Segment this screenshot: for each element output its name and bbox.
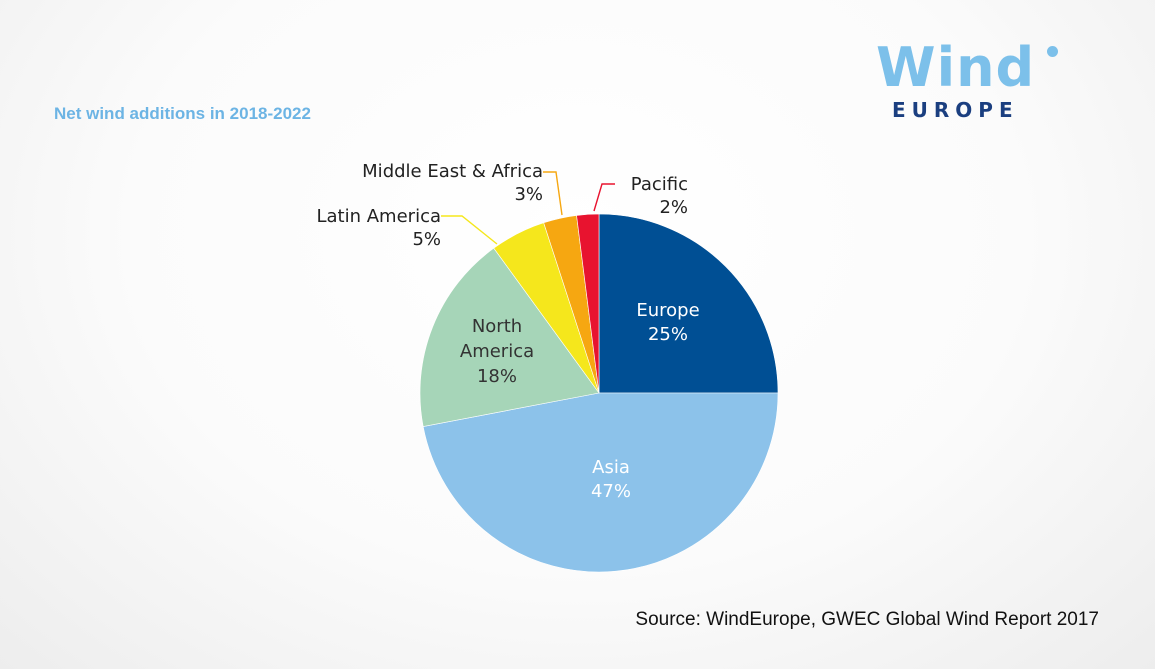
- data-label-north-america-percent: 18%: [477, 366, 517, 387]
- slice-label-north-america-line-1: North: [472, 316, 522, 337]
- data-label-latin-america-percent: 5%: [412, 229, 441, 250]
- pie-slice-europe: [598, 213, 779, 394]
- leader-line-latin-america: [441, 215, 498, 245]
- data-label-pacific-percent: 2%: [659, 197, 688, 218]
- logo-europe-text: EUROPE: [892, 98, 1019, 122]
- data-label-europe-percent: 25%: [648, 324, 688, 345]
- slice-label-europe: Europe: [636, 300, 699, 321]
- slice-label-north-america-line-2: America: [460, 341, 534, 362]
- logo-wind-text: Wind: [876, 36, 1036, 99]
- pie-slice-pacific: [576, 213, 600, 394]
- logo-dot-icon: [1047, 46, 1058, 57]
- slice-label-middle-east-and-africa: Middle East & Africa: [362, 161, 543, 182]
- pie-slice-north-america: [419, 247, 600, 427]
- leader-line-pacific: [593, 183, 615, 212]
- leader-line-middle-east-and-africa: [543, 171, 563, 216]
- windeurope-logo: Wind EUROPE: [872, 36, 1072, 126]
- source-note: Source: WindEurope, GWEC Global Wind Rep…: [635, 609, 1099, 630]
- slice-label-asia: Asia: [592, 457, 630, 478]
- slice-label-latin-america: Latin America: [317, 206, 442, 227]
- data-label-asia-percent: 47%: [591, 481, 631, 502]
- slice-label-pacific: Pacific: [631, 174, 688, 195]
- data-label-middle-east-and-africa-percent: 3%: [514, 184, 543, 205]
- pie-slice-asia: [422, 392, 779, 573]
- chart-title: Net wind additions in 2018-2022: [54, 104, 311, 123]
